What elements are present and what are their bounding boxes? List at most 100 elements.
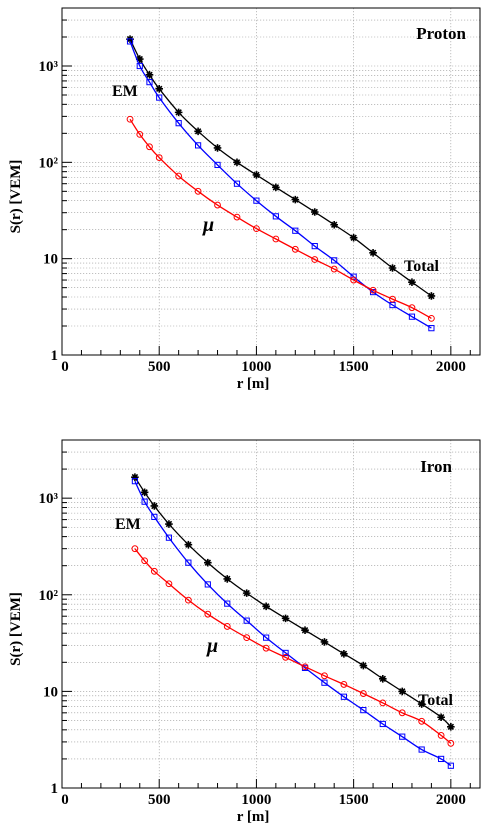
y-axis-title: S(r) [VEM]: [8, 592, 24, 666]
series-line-mu: [129, 118, 432, 319]
data-point-star: [262, 602, 270, 611]
data-point-star: [330, 220, 338, 229]
data-point-square: [447, 762, 454, 769]
data-point-circle: [282, 653, 289, 661]
data-point-square: [428, 325, 435, 332]
data-point-star: [194, 127, 202, 136]
annotation-em: EM: [115, 516, 141, 533]
x-tick-label: 2000: [436, 359, 466, 375]
data-point-square: [243, 617, 250, 624]
data-point-circle: [389, 295, 396, 303]
x-tick-label: 1500: [339, 359, 369, 375]
x-tick-label: 0: [61, 792, 69, 808]
series-total: [131, 473, 455, 731]
series-line-total: [129, 38, 432, 297]
data-point-square: [282, 649, 289, 657]
data-point-star: [447, 723, 455, 731]
data-point-star: [174, 108, 183, 117]
data-point-square: [331, 257, 338, 264]
data-point-circle: [126, 115, 134, 123]
data-point-square: [408, 313, 416, 320]
data-point-circle: [141, 557, 149, 565]
grid: [62, 440, 480, 788]
x-axis-title: r [m]: [237, 376, 270, 392]
data-point-circle: [291, 245, 299, 253]
grid: [62, 8, 480, 355]
data-point-star: [213, 144, 222, 152]
data-point-star: [369, 249, 377, 257]
y-tick-label: 10³: [39, 59, 59, 75]
data-point-star: [155, 84, 164, 93]
data-point-circle: [408, 304, 416, 312]
data-point-square: [360, 707, 367, 714]
data-point-square: [399, 733, 406, 740]
data-point-square: [156, 94, 163, 101]
data-point-star: [252, 171, 261, 179]
series-em: [126, 38, 435, 332]
data-point-square: [126, 38, 134, 45]
data-point-star: [359, 661, 368, 670]
plot-area: [126, 35, 436, 332]
data-point-star: [349, 233, 358, 242]
data-point-star: [398, 687, 407, 696]
data-point-circle: [350, 276, 358, 284]
data-point-square: [292, 227, 299, 234]
data-point-star: [184, 540, 193, 549]
annotation-mu: μ: [206, 635, 218, 657]
data-point-circle: [175, 172, 183, 180]
data-point-circle: [184, 596, 192, 604]
data-point-star: [242, 589, 251, 597]
data-point-square: [263, 634, 270, 641]
data-point-circle: [437, 732, 445, 739]
x-tick-label: 500: [148, 792, 171, 808]
data-point-star: [204, 558, 212, 567]
data-point-square: [175, 120, 182, 127]
plot-frame: [61, 7, 481, 356]
data-point-square: [321, 679, 328, 686]
data-point-star: [437, 713, 445, 722]
y-tick-label: 10³: [39, 491, 59, 507]
x-tick-label: 0: [61, 359, 69, 375]
data-point-circle: [311, 256, 319, 263]
data-point-star: [165, 520, 173, 528]
data-point-star: [310, 208, 319, 216]
data-point-star: [408, 278, 416, 286]
data-point-square: [340, 693, 348, 700]
series-line-em: [134, 480, 452, 767]
data-point-square: [438, 755, 445, 763]
plot-frame: [61, 439, 481, 789]
data-point-circle: [272, 235, 280, 243]
y-tick-label: 1: [51, 348, 59, 364]
data-point-circle: [223, 623, 231, 630]
data-point-circle: [253, 225, 260, 233]
data-point-circle: [379, 699, 387, 707]
data-point-square: [214, 161, 221, 169]
x-tick-label: 2000: [436, 792, 466, 808]
data-point-circle: [131, 545, 139, 553]
data-point-square: [253, 197, 260, 204]
data-point-circle: [136, 130, 144, 138]
series-mu: [126, 115, 435, 322]
x-axis-title: r [m]: [237, 809, 270, 825]
data-point-square: [233, 180, 241, 187]
data-point-square: [151, 513, 158, 520]
data-point-star: [140, 488, 149, 497]
series-total: [126, 35, 436, 300]
data-point-star: [135, 55, 144, 63]
data-point-circle: [165, 580, 173, 588]
data-point-circle: [262, 644, 270, 652]
x-tick-label: 1500: [339, 792, 369, 808]
chart-panel-1: 0 500 1000 1500 2000 1 10 10² 10³ r [m] S(r) [VEM]…: [8, 7, 481, 392]
series-line-em: [129, 41, 432, 329]
y-tick-label: 10²: [39, 588, 59, 604]
data-point-square: [185, 559, 192, 566]
x-tick-label: 500: [148, 359, 171, 375]
data-point-square: [272, 213, 279, 220]
data-point-star: [281, 614, 290, 623]
data-point-square: [379, 720, 386, 728]
data-point-star: [378, 674, 387, 683]
data-point-square: [146, 79, 153, 86]
data-point-circle: [340, 681, 348, 688]
data-point-square: [141, 498, 148, 505]
